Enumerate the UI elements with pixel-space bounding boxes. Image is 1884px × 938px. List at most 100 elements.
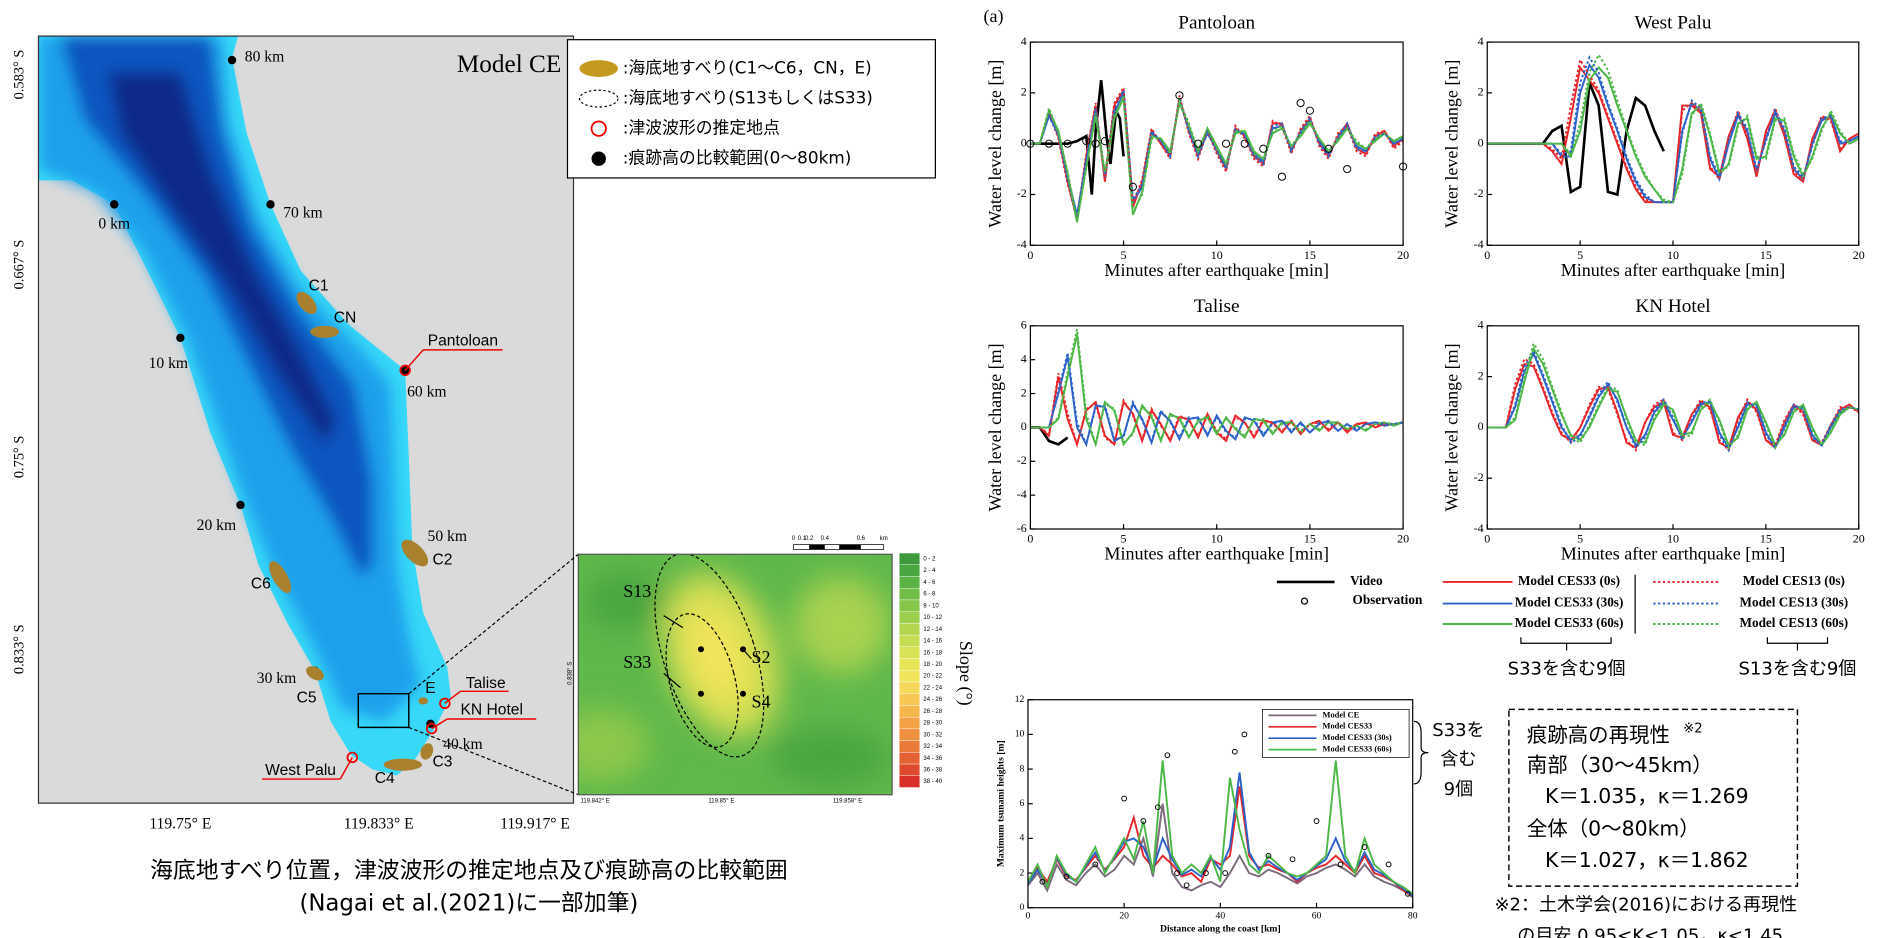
y-tick-label: 4 bbox=[1021, 34, 1027, 48]
inset-label: S2 bbox=[752, 647, 771, 667]
colorbar-label: 30 - 32 bbox=[923, 732, 942, 738]
chart: -4 -2 0 2 4 0 5 10 15 20 Pantoloan Minutes after ea… bbox=[985, 12, 1409, 279]
observation-point bbox=[1324, 144, 1333, 153]
observation-point bbox=[1140, 818, 1147, 824]
legend-label: Model CES13 (0s) bbox=[1743, 573, 1845, 588]
y-tick-label: -4 bbox=[1017, 237, 1027, 251]
observation-point bbox=[1039, 878, 1046, 885]
observation-point bbox=[1174, 870, 1180, 876]
x-tick-label: 40 bbox=[1216, 910, 1226, 921]
observation-point bbox=[1337, 861, 1344, 868]
plot-frame bbox=[1029, 41, 1404, 246]
plot-area bbox=[1487, 52, 1859, 204]
scale-bar bbox=[839, 544, 861, 550]
inset-x-label: 119.85° E bbox=[708, 798, 734, 804]
km-point bbox=[227, 55, 237, 65]
observation-point bbox=[1100, 137, 1110, 146]
plot-area bbox=[1027, 760, 1413, 899]
km-point bbox=[110, 200, 119, 209]
x-tick-label: 5 bbox=[1121, 248, 1127, 262]
y-tick-label: -4 bbox=[1474, 237, 1484, 251]
zoom-box bbox=[357, 693, 410, 729]
x-tick-label: 0 bbox=[1484, 248, 1490, 262]
km-label: 50 km bbox=[428, 528, 467, 545]
station-label: Talise bbox=[466, 675, 506, 692]
caption: (Nagai et al.(2021)に一部加筆) bbox=[299, 891, 638, 917]
y-tick-label: 4 bbox=[1478, 34, 1484, 48]
km-point bbox=[236, 500, 245, 510]
x-axis-label: Minutes after earthquake [min] bbox=[1104, 544, 1329, 564]
legend-text: :海底地すべり(S13もしくはS33) bbox=[623, 88, 873, 108]
scale-bar bbox=[809, 544, 825, 550]
plot-frame bbox=[1486, 325, 1860, 530]
observation-point bbox=[1289, 856, 1296, 863]
colorbar-label: 16 - 18 bbox=[923, 650, 942, 656]
x-tick-label: 10 bbox=[1667, 532, 1679, 546]
series-line bbox=[1030, 328, 1404, 449]
observation-point bbox=[1221, 139, 1231, 148]
y-tick-label: -2 bbox=[1017, 453, 1027, 467]
station-label: Pantoloan bbox=[428, 333, 498, 350]
chart-title: West Palu bbox=[1635, 12, 1712, 33]
legend-label: Model CES13 (30s) bbox=[1739, 595, 1848, 610]
x-tick-label: 15 bbox=[1304, 532, 1316, 546]
x-tick-label: 15 bbox=[1304, 248, 1316, 262]
legend-box bbox=[566, 39, 936, 179]
y-tick-label: 0 bbox=[1021, 135, 1027, 149]
inset-image bbox=[578, 554, 893, 795]
chart: -4 -2 0 2 4 0 5 10 15 20 KN Hotel Minutes after ear… bbox=[1442, 296, 1865, 563]
y-tick-label: -2 bbox=[1474, 470, 1484, 484]
observation-point bbox=[1044, 139, 1054, 148]
y-tick-label: 6 bbox=[1021, 318, 1027, 332]
colorbar-label: 24 - 26 bbox=[923, 697, 942, 703]
colorbar-label: 32 - 34 bbox=[923, 744, 942, 750]
chart: -4 -2 0 2 4 0 5 10 15 20 West Palu Minutes after ea… bbox=[1442, 12, 1865, 279]
observation-point bbox=[1343, 164, 1352, 174]
inset-x-label: 119.858° E bbox=[833, 798, 862, 804]
colorbar-swatch bbox=[899, 728, 920, 741]
x-axis-label: Minutes after earthquake [min] bbox=[1561, 544, 1786, 564]
series-line bbox=[1030, 86, 1404, 218]
series-line bbox=[1487, 346, 1859, 448]
inset-label: S13 bbox=[623, 581, 651, 601]
box-text: 全体（0〜80km） bbox=[1527, 817, 1700, 841]
y-axis-label: Water level change [m] bbox=[1442, 60, 1462, 228]
y-tick-label: -2 bbox=[1474, 186, 1484, 200]
observation-point bbox=[1091, 139, 1100, 148]
depth-shading bbox=[38, 36, 421, 722]
y-tick-label: 10 bbox=[1015, 729, 1025, 740]
legend-label: Model CES33 bbox=[1323, 722, 1373, 731]
y-tick-label: -4 bbox=[1474, 521, 1484, 535]
x-tick-label: 0 bbox=[1027, 532, 1033, 546]
y-tick-label: 6 bbox=[1020, 798, 1025, 809]
legend-symbol bbox=[578, 89, 619, 108]
legend-text: :津波波形の推定地点 bbox=[623, 118, 780, 138]
colorbar-label: 6 - 8 bbox=[923, 592, 936, 598]
legend-label: Model CES33 (0s) bbox=[1518, 573, 1620, 588]
colorbar-label: 22 - 24 bbox=[923, 685, 942, 691]
plot-area bbox=[1030, 328, 1404, 449]
y-tick-label: -4 bbox=[1017, 487, 1027, 501]
station-marker bbox=[346, 751, 358, 764]
figure-body: Model CE 0.583° S 0.667° S 0.75° S 0.833° S 1… bbox=[12, 6, 1865, 938]
y-tick-label: -6 bbox=[1017, 521, 1027, 535]
colorbar-title: Slope (°) bbox=[955, 641, 976, 706]
bracket bbox=[1766, 637, 1829, 651]
colorbar-label: 2 - 4 bbox=[923, 568, 936, 574]
slide-label: C4 bbox=[375, 770, 395, 787]
colorbar-label: 18 - 20 bbox=[923, 662, 942, 668]
observation-point bbox=[1241, 731, 1248, 738]
series-line bbox=[1487, 357, 1859, 453]
colorbar-label: 8 - 10 bbox=[923, 603, 939, 609]
series-line bbox=[1027, 760, 1413, 895]
scale-label: 0.2 bbox=[805, 536, 814, 542]
colorbar-swatch bbox=[899, 775, 920, 788]
observation-point bbox=[1296, 98, 1305, 108]
footnote: の目安 0.95<K<1.05，κ<1.45 bbox=[1517, 926, 1783, 938]
observation-point bbox=[1092, 861, 1099, 868]
y-tick-label: 0 bbox=[1020, 902, 1025, 913]
station-leader bbox=[431, 718, 448, 730]
series-line bbox=[1487, 82, 1665, 197]
y-tick-label: 4 bbox=[1021, 351, 1027, 365]
km-label: 10 km bbox=[149, 355, 188, 372]
